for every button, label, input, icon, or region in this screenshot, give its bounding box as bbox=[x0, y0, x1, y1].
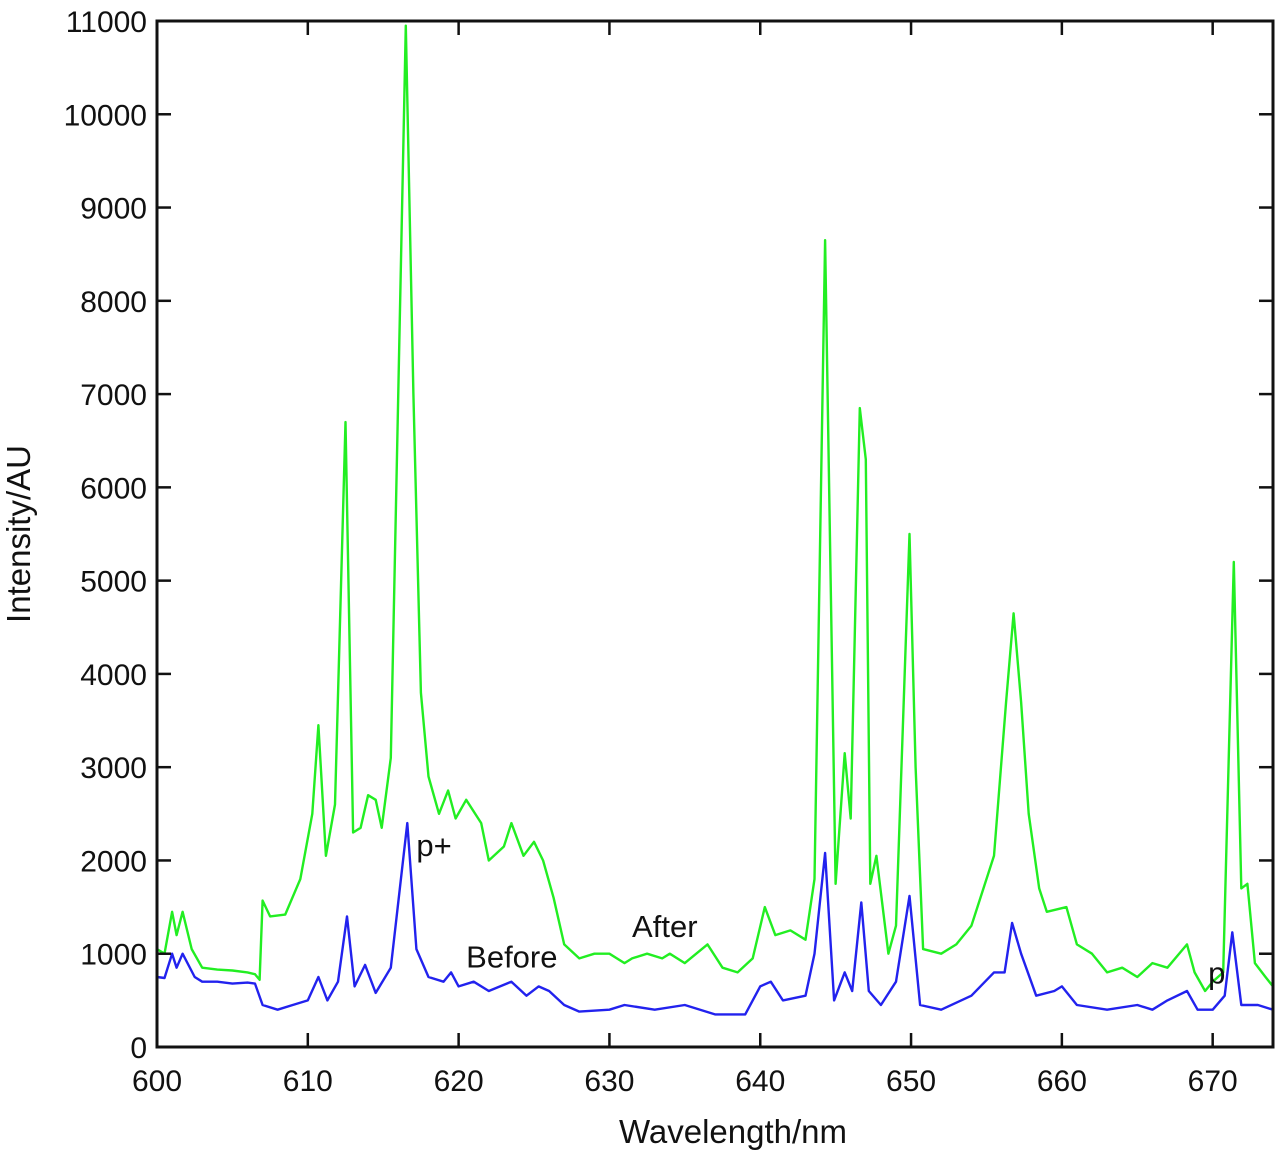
x-tick-label: 650 bbox=[886, 1065, 936, 1098]
annotation-p: p bbox=[1208, 956, 1225, 991]
y-tick-label: 4000 bbox=[80, 659, 147, 692]
y-tick-label: 3000 bbox=[80, 752, 147, 785]
x-tick-label: 640 bbox=[735, 1065, 785, 1098]
x-tick-label: 630 bbox=[584, 1065, 634, 1098]
x-tick-label: 670 bbox=[1188, 1065, 1238, 1098]
y-tick-label: 2000 bbox=[80, 845, 147, 878]
y-tick-label: 11000 bbox=[66, 6, 147, 39]
x-tick-label: 660 bbox=[1037, 1065, 1087, 1098]
plot-frame bbox=[155, 19, 1275, 1049]
annotation-after: After bbox=[632, 909, 697, 944]
annotation-pplus: p+ bbox=[416, 828, 451, 863]
y-tick-label: 8000 bbox=[80, 286, 147, 319]
x-tick-label: 610 bbox=[283, 1065, 333, 1098]
annotation-before: Before bbox=[466, 940, 557, 975]
y-tick-label: 9000 bbox=[80, 193, 147, 226]
series-after bbox=[156, 24, 1274, 993]
y-tick-label: 0 bbox=[130, 1032, 147, 1065]
x-tick-label: 600 bbox=[132, 1065, 182, 1098]
x-axis-title: Wavelength/nm bbox=[619, 1113, 847, 1150]
y-axis-title: Intensity/AU bbox=[0, 445, 37, 623]
x-tick-label: 620 bbox=[434, 1065, 484, 1098]
x-axis: 600 610 620 630 640 650 660 670 bbox=[132, 21, 1238, 1098]
y-tick-label: 7000 bbox=[80, 379, 147, 412]
y-axis: 0 1000 2000 3000 4000 5000 6000 7000 8000 9000 100… bbox=[64, 6, 1273, 1065]
y-tick-label: 10000 bbox=[64, 99, 147, 132]
y-tick-label: 5000 bbox=[80, 566, 147, 599]
series-before bbox=[156, 821, 1274, 1016]
y-tick-label: 1000 bbox=[80, 939, 147, 972]
annotations: p+ Before After p bbox=[416, 828, 1225, 991]
y-tick-label: 6000 bbox=[80, 472, 147, 505]
plot-series bbox=[156, 24, 1274, 1016]
